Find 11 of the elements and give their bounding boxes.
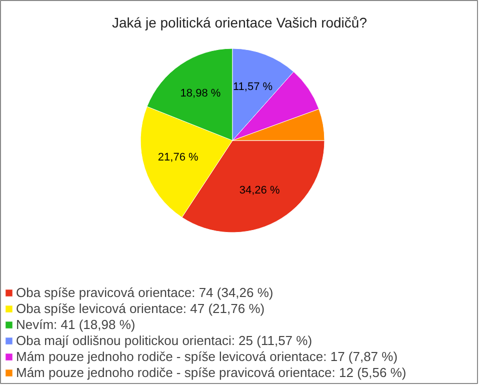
chart-title: Jaká je politická orientace Vašich rodičů? [112, 14, 368, 30]
data-label: 18,98 % [180, 87, 221, 100]
data-label: 11,57 % [233, 81, 273, 94]
legend-label: Mám pouze jednoho rodiče - spíše pravicová orientace: 12 (5,56 %) [16, 365, 406, 380]
legend-label: Oba mají odlišnou politickou orientaci: 25 (11,57 %) [16, 333, 312, 348]
legend-label: Oba spíše pravicová orientace: 74 (34,26 %) [16, 285, 274, 300]
data-label: 21,76 % [158, 152, 198, 164]
legend-label: Nevím: 41 (18,98 %) [16, 317, 136, 332]
legend-label: Oba spíše levicová orientace: 47 (21,76 %) [16, 301, 265, 316]
data-label: 34,26 % [239, 184, 280, 197]
legend-label: Mám pouze jednoho rodiče - spíše levicová orientace: 17 (7,87 %) [16, 349, 398, 364]
